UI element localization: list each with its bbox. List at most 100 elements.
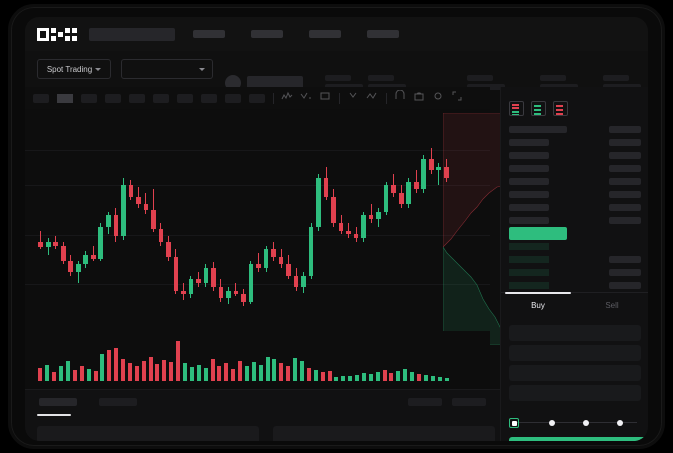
candlestick-chart[interactable] (25, 109, 490, 331)
tab-sell[interactable]: Sell (605, 301, 619, 310)
template-icon[interactable] (319, 89, 331, 107)
orderbook-cell-amount (609, 282, 641, 289)
timeframe-button-1[interactable] (33, 93, 49, 103)
stepper-dot-4[interactable] (617, 420, 623, 426)
logo-letter-o (37, 27, 49, 41)
timeframe-button-7[interactable] (177, 93, 193, 103)
orderbook-row-ask-8[interactable] (501, 214, 648, 227)
stepper-track (515, 422, 637, 423)
candle (263, 109, 269, 331)
orderbook-mode-bids[interactable] (531, 101, 546, 116)
chart-gridline (25, 150, 490, 152)
stepper-step-active[interactable] (509, 418, 519, 428)
orderbook-row-bid-3[interactable] (501, 266, 648, 279)
orderbook-mode-asks[interactable] (553, 101, 568, 116)
chart-type-icon[interactable] (347, 89, 359, 107)
orderbook-row-ask-5[interactable] (501, 175, 648, 188)
nav-item-4[interactable] (367, 30, 399, 38)
orders-tabs (39, 398, 137, 406)
volume-bar (423, 374, 428, 381)
orderbook-rows[interactable] (501, 123, 648, 292)
orderbook-current-price-row[interactable] (501, 227, 648, 240)
indicator-icon[interactable] (281, 89, 293, 107)
orderbook-mode-both[interactable] (509, 101, 524, 116)
orderbook-row-ask-4[interactable] (501, 162, 648, 175)
stepper-dot-2[interactable] (549, 420, 555, 426)
candle (406, 109, 411, 331)
volume-bar (244, 366, 249, 381)
compare-icon[interactable] (300, 89, 312, 107)
volume-bar (313, 370, 318, 381)
volume-bar (121, 359, 126, 381)
current-price-highlight (509, 227, 567, 240)
candle (83, 109, 89, 331)
orderbook-cell-amount (609, 126, 641, 133)
search-input[interactable] (89, 27, 175, 41)
fullscreen-icon[interactable] (451, 89, 463, 107)
candle (278, 109, 284, 331)
timeframe-button-8[interactable] (201, 93, 217, 103)
chart-gridline (25, 184, 490, 186)
orderbook-row-ask-1[interactable] (501, 123, 648, 136)
candle (173, 109, 179, 331)
orderbook-cell-price (509, 139, 549, 146)
order-field-3[interactable] (509, 365, 641, 381)
orderbook-row-ask-6[interactable] (501, 188, 648, 201)
okx-logo[interactable] (37, 27, 79, 41)
tab-order-history[interactable] (99, 398, 137, 406)
stepper-dot-3[interactable] (583, 420, 589, 426)
order-stepper[interactable] (509, 417, 641, 429)
timeframe-button-6[interactable] (153, 93, 169, 103)
order-field-2[interactable] (509, 345, 641, 361)
orderbook-row-bid-4[interactable] (501, 279, 648, 292)
tab-buy[interactable]: Buy (501, 292, 575, 318)
settings-icon[interactable] (432, 89, 444, 107)
timeframe-button-4[interactable] (105, 93, 121, 103)
order-field-1[interactable] (509, 325, 641, 341)
timeframe-button-3[interactable] (81, 93, 97, 103)
timeframe-button-2[interactable] (57, 93, 73, 103)
orderbook-cell-price (509, 282, 549, 289)
orderbook-row-ask-7[interactable] (501, 201, 648, 214)
timeframe-button-5[interactable] (129, 93, 145, 103)
candle (376, 109, 381, 331)
volume-bar (59, 366, 64, 381)
order-field-4[interactable] (509, 385, 641, 401)
candle (308, 109, 314, 331)
app-header (25, 17, 648, 51)
orderbook-row-bid-1[interactable] (501, 240, 648, 253)
candle (413, 109, 419, 331)
volume-bar (169, 361, 174, 381)
candle (151, 109, 156, 331)
magnet-icon[interactable] (394, 89, 406, 107)
orderbook-cell-amount (609, 256, 641, 263)
drawing-icon[interactable] (366, 89, 378, 107)
ticker-stat-label (603, 75, 629, 81)
bottom-action-1[interactable] (408, 398, 442, 406)
tab-open-orders[interactable] (39, 398, 77, 406)
nav-item-3[interactable] (309, 30, 341, 38)
market-type-label: Spot Trading (46, 64, 93, 74)
volume-bar (65, 361, 70, 381)
orderbook-row-bid-2[interactable] (501, 253, 648, 266)
market-type-select[interactable]: Spot Trading (37, 59, 111, 79)
volume-bar (403, 369, 408, 381)
volume-bar (417, 373, 422, 381)
timeframe-button-10[interactable] (249, 93, 265, 103)
nav-item-1[interactable] (193, 30, 225, 38)
orderbook-row-ask-2[interactable] (501, 136, 648, 149)
submit-order-button[interactable] (509, 437, 648, 441)
orderbook-cell-amount (609, 269, 641, 276)
ticker-stat-label (325, 75, 351, 81)
candle (158, 109, 164, 331)
timeframe-button-9[interactable] (225, 93, 241, 103)
orderbook-row-ask-3[interactable] (501, 149, 648, 162)
volume-bar (141, 361, 146, 381)
nav-item-2[interactable] (251, 30, 283, 38)
candle (53, 109, 59, 331)
camera-icon[interactable] (413, 89, 425, 107)
bottom-action-2[interactable] (452, 398, 486, 406)
volume-bar (320, 371, 325, 381)
candle (256, 109, 261, 331)
trading-pair-select[interactable] (121, 59, 213, 79)
